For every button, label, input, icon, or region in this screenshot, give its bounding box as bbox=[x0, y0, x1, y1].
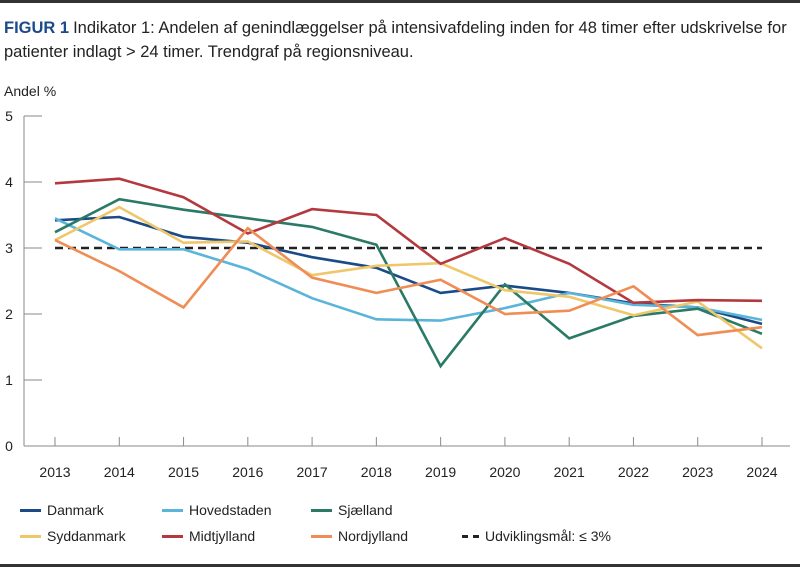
x-tick-label: 2018 bbox=[361, 464, 392, 480]
figure-label: FIGUR 1 bbox=[4, 19, 70, 37]
series-line-nordjylland bbox=[54, 226, 763, 337]
legend-swatch bbox=[311, 534, 332, 538]
x-tick-label: 2016 bbox=[232, 464, 263, 480]
y-tick-label: 1 bbox=[5, 372, 13, 388]
figure-caption: FIGUR 1 Indikator 1: Andelen af genindlæg… bbox=[4, 16, 794, 64]
legend-item: Hovedstaden bbox=[162, 500, 272, 520]
bottom-rule bbox=[0, 564, 800, 567]
series-line-hovedstaden bbox=[54, 217, 763, 322]
legend-label: Udviklingsmål: ≤ 3% bbox=[485, 528, 611, 544]
series-line-sjaelland bbox=[54, 197, 763, 369]
x-tick-label: 2015 bbox=[168, 464, 199, 480]
figure-title: Indikator 1: Andelen af genindlæggelser … bbox=[4, 19, 787, 61]
y-tick-label: 2 bbox=[5, 306, 13, 322]
x-ticks: 2013 2014 2015 2016 2017 2018 2019 2020 2021 2022… bbox=[39, 437, 778, 480]
y-tick-label: 0 bbox=[5, 438, 13, 454]
x-tick-label: 2014 bbox=[104, 464, 135, 480]
x-tick-label: 2024 bbox=[746, 464, 777, 480]
series-line-midtjylland bbox=[54, 177, 763, 305]
legend-label: Nordjylland bbox=[338, 528, 409, 544]
legend-item: Syddanmark bbox=[20, 526, 126, 546]
legend-label: Midtjylland bbox=[189, 528, 256, 544]
x-tick-label: 2020 bbox=[489, 464, 520, 480]
legend-swatch bbox=[311, 508, 332, 512]
legend-label: Hovedstaden bbox=[189, 502, 272, 518]
legend-swatch bbox=[162, 508, 183, 512]
x-tick-label: 2019 bbox=[425, 464, 456, 480]
series-lines bbox=[54, 177, 763, 369]
y-ticks: 0 1 2 3 4 5 bbox=[5, 108, 42, 454]
y-tick-label: 4 bbox=[5, 174, 13, 190]
x-tick-label: 2013 bbox=[39, 464, 70, 480]
legend-label: Danmark bbox=[47, 502, 104, 518]
axes bbox=[23, 116, 790, 447]
legend-item: Udviklingsmål: ≤ 3% bbox=[462, 526, 611, 546]
legend-label: Syddanmark bbox=[47, 528, 126, 544]
legend-swatch bbox=[462, 534, 479, 538]
legend-item: Danmark bbox=[20, 500, 104, 520]
legend-item: Nordjylland bbox=[311, 526, 408, 546]
x-tick-label: 2023 bbox=[682, 464, 713, 480]
top-rule bbox=[0, 0, 800, 3]
legend-item: Midtjylland bbox=[162, 526, 255, 546]
legend-swatch bbox=[20, 534, 41, 538]
legend-swatch bbox=[20, 508, 41, 512]
x-tick-label: 2017 bbox=[297, 464, 328, 480]
legend-item: Sjælland bbox=[311, 500, 392, 520]
series-line-syddanmark bbox=[54, 205, 763, 350]
y-tick-label: 3 bbox=[5, 240, 13, 256]
legend-swatch bbox=[162, 534, 183, 538]
y-tick-label: 5 bbox=[5, 108, 13, 124]
x-tick-label: 2021 bbox=[554, 464, 585, 480]
legend-label: Sjælland bbox=[338, 502, 393, 518]
y-axis-label: Andel % bbox=[4, 83, 57, 99]
x-tick-label: 2022 bbox=[618, 464, 649, 480]
